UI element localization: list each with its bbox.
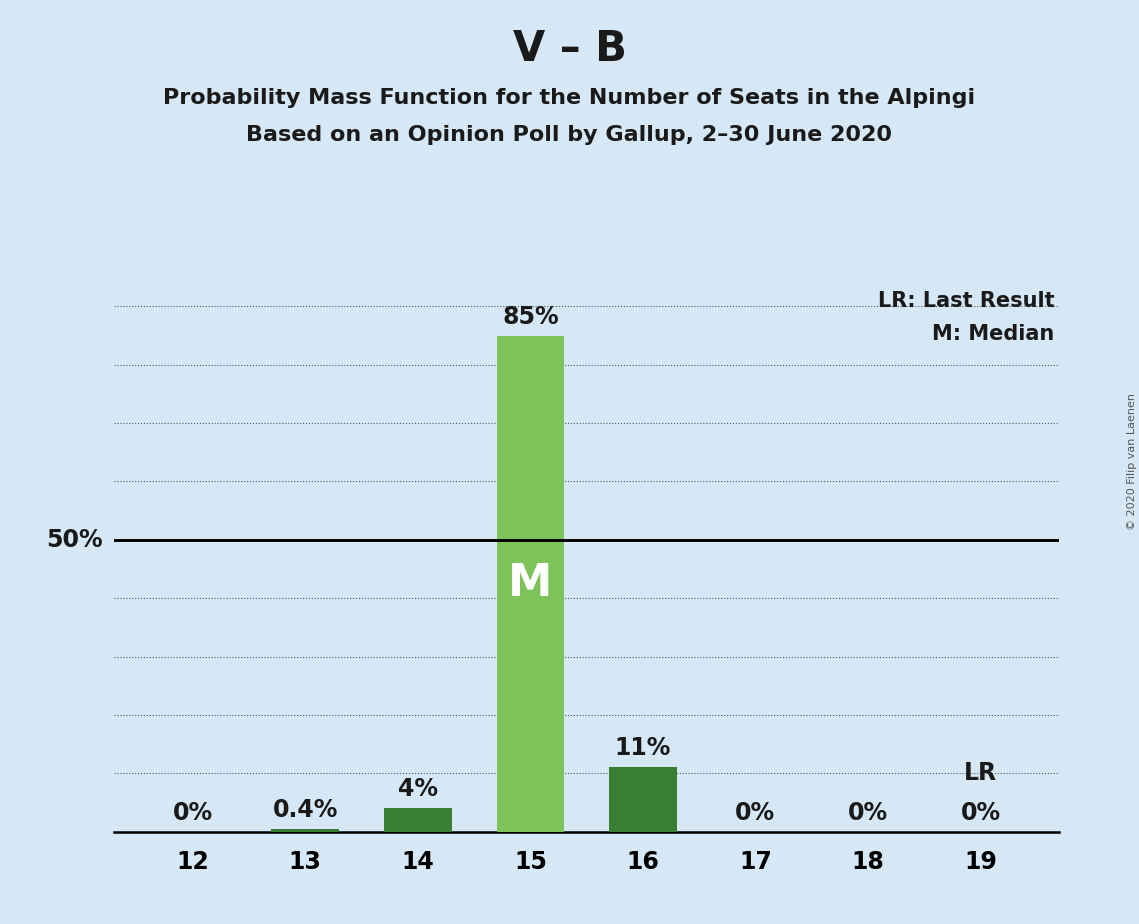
- Text: V – B: V – B: [513, 28, 626, 69]
- Text: M: Median: M: Median: [933, 324, 1055, 345]
- Text: 0%: 0%: [960, 800, 1000, 824]
- Text: 50%: 50%: [46, 528, 103, 552]
- Text: 0%: 0%: [173, 800, 213, 824]
- Text: 0.4%: 0.4%: [272, 798, 338, 822]
- Text: 4%: 4%: [398, 777, 437, 801]
- Bar: [384, 808, 451, 832]
- Text: 0%: 0%: [847, 800, 888, 824]
- Text: LR: Last Result: LR: Last Result: [878, 291, 1055, 311]
- Text: LR: LR: [964, 760, 997, 784]
- Text: © 2020 Filip van Laenen: © 2020 Filip van Laenen: [1126, 394, 1137, 530]
- Bar: [271, 829, 339, 832]
- Text: Based on an Opinion Poll by Gallup, 2–30 June 2020: Based on an Opinion Poll by Gallup, 2–30…: [246, 125, 893, 145]
- Text: 85%: 85%: [502, 305, 558, 329]
- Text: Probability Mass Function for the Number of Seats in the Alpingi: Probability Mass Function for the Number…: [163, 88, 976, 108]
- Text: 0%: 0%: [736, 800, 776, 824]
- Bar: [497, 335, 564, 832]
- Bar: [609, 768, 677, 832]
- Text: M: M: [508, 562, 552, 605]
- Text: 11%: 11%: [615, 736, 671, 760]
